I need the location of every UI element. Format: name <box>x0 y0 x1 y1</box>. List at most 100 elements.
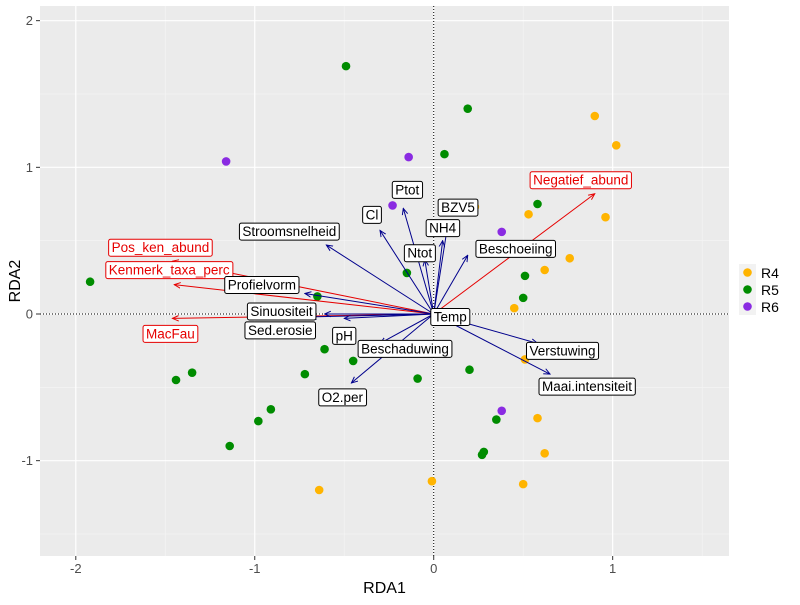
arrow-label: Temp <box>430 307 471 326</box>
y-tick-label: 1 <box>26 160 33 175</box>
arrow-label-box <box>362 205 382 224</box>
arrow-ph <box>344 313 434 318</box>
point-r4 <box>314 485 324 495</box>
point-r4 <box>427 476 437 486</box>
point-r5 <box>266 405 276 414</box>
arrow-label: BZV5 <box>437 198 479 217</box>
point-r4 <box>565 253 575 263</box>
data-points <box>85 61 621 495</box>
arrow-label-text: Ntot <box>407 246 432 261</box>
point-r5 <box>320 344 329 354</box>
arrow-label-text: MacFau <box>146 326 195 341</box>
point-r5 <box>477 450 487 460</box>
arrow-label: MacFau <box>142 324 199 343</box>
arrow-label-box <box>475 239 556 258</box>
y-tick-label: 0 <box>26 307 33 322</box>
y-axis-title: RDA2 <box>7 260 24 303</box>
arrow-label-box <box>529 171 632 190</box>
point-r5 <box>533 199 542 209</box>
y-tick-label: -1 <box>21 453 33 468</box>
point-r4 <box>590 111 600 121</box>
arrow-label-text: Verstuwing <box>529 343 595 358</box>
arrow-label-text: Maai.intensiteit <box>542 379 632 394</box>
arrow-label-text: O2.per <box>322 390 364 405</box>
arrow-cl <box>380 230 435 315</box>
point-r4 <box>524 209 533 219</box>
point-r4 <box>509 303 519 313</box>
point-r5 <box>187 368 197 377</box>
arrow-label: Verstuwing <box>525 341 600 360</box>
point-r6 <box>497 406 507 416</box>
point-r5 <box>341 61 351 71</box>
arrow-label-box <box>425 219 461 238</box>
arrow-label: Kenmerk_taxa_perc <box>105 261 234 280</box>
point-r5 <box>313 292 322 301</box>
arrow-label-text: Beschaduwing <box>361 341 449 356</box>
point-r5 <box>465 365 474 375</box>
arrow-label: pH <box>332 326 357 345</box>
point-r4 <box>540 265 549 275</box>
arrow-beschaduwing <box>380 313 434 343</box>
arrow-label-text: pH <box>336 328 353 343</box>
point-r4 <box>533 413 542 423</box>
point-r6 <box>404 152 413 162</box>
arrow-label-box <box>357 339 453 358</box>
point-r4 <box>540 449 549 458</box>
legend-dot-r5 <box>743 285 752 294</box>
arrow-label: Ntot <box>403 244 436 263</box>
arrow-label-text: Temp <box>434 309 467 324</box>
point-r5 <box>463 104 473 113</box>
arrow-label: Maai.intensiteit <box>538 377 636 396</box>
arrow-label-text: Profielvorm <box>228 277 296 292</box>
point-r6 <box>497 227 507 237</box>
point-r6 <box>221 157 231 166</box>
arrow-label-box <box>538 377 636 396</box>
point-r5 <box>300 369 310 379</box>
arrow-label-box <box>437 198 479 217</box>
arrow-label: Sinuositeit <box>246 302 317 321</box>
arrow-label: Cl <box>362 205 382 224</box>
arrow-label: Sed.erosie <box>244 321 317 340</box>
arrow-ntot <box>425 260 435 315</box>
arrow-label-text: BZV5 <box>441 200 475 215</box>
arrow-label-text: Ptot <box>395 182 419 197</box>
arrow-label-text: Beschoeiing <box>479 241 553 256</box>
arrow-label-box <box>246 302 317 321</box>
arrow-label-box <box>224 275 300 294</box>
arrow-label: Ptot <box>391 180 424 199</box>
point-r4 <box>518 479 528 489</box>
arrow-label: Pos_ken_abund <box>108 238 213 257</box>
legend-dot-r4 <box>743 268 752 277</box>
arrow-label: Stroomsnelheid <box>238 222 340 241</box>
arrow-profielvorm <box>305 293 434 315</box>
point-r5 <box>171 375 181 385</box>
arrow-label-box <box>391 180 424 199</box>
point-r5 <box>440 149 449 159</box>
arrow-label-box <box>105 261 234 280</box>
arrow-label-text: Kenmerk_taxa_perc <box>109 263 230 278</box>
point-r5 <box>518 293 528 303</box>
arrow-label-text: Negatief_abund <box>533 173 628 188</box>
arrow-label-text: Cl <box>366 207 379 222</box>
arrow-label-text: Sed.erosie <box>248 323 313 338</box>
point-r4 <box>601 212 610 222</box>
point-r6 <box>388 201 397 210</box>
arrow-beschoeiing <box>433 255 468 315</box>
arrow-label: Negatief_abund <box>529 171 632 190</box>
y-tick-label: 2 <box>26 13 33 28</box>
arrow-nh4 <box>433 241 443 315</box>
plot-panel <box>40 6 729 556</box>
arrow-label-box <box>244 321 317 340</box>
arrow-labels: Pos_ken_abund Kenmerk_taxa_perc MacFau Nega… <box>105 171 636 407</box>
arrow-label-box <box>332 326 357 345</box>
legend-dot-r6 <box>743 302 752 311</box>
legend-label-r6: R6 <box>761 299 779 315</box>
x-tick-label: 1 <box>609 561 616 576</box>
arrow-label-box <box>108 238 213 257</box>
legend-label-r4: R4 <box>761 265 779 281</box>
point-r5 <box>85 277 95 287</box>
arrow-label-box <box>525 341 600 360</box>
arrow-label-box <box>238 222 340 241</box>
point-r5 <box>348 356 358 366</box>
